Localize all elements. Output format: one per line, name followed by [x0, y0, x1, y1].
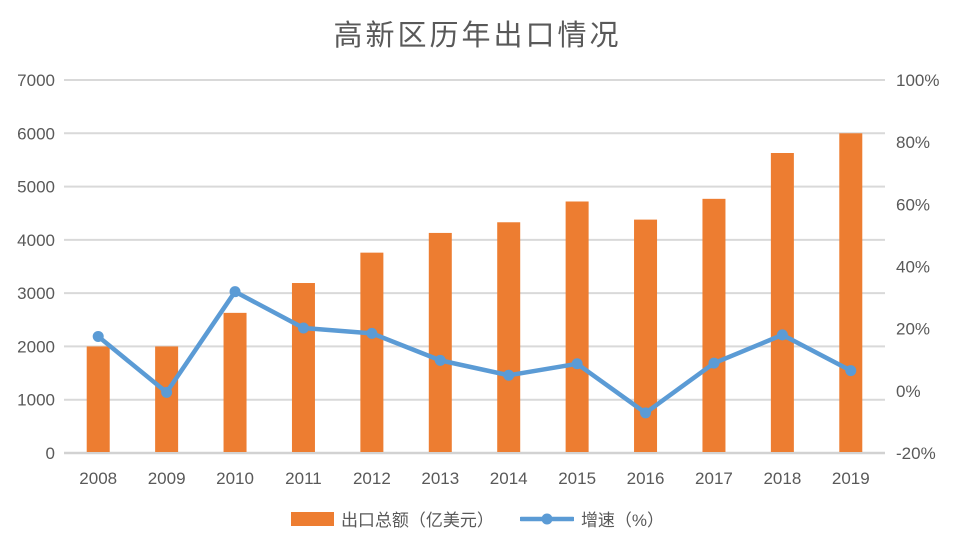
export-bar: [291, 283, 315, 452]
export-bar: [565, 201, 589, 452]
growth-marker: [366, 327, 378, 339]
growth-marker: [776, 329, 788, 341]
x-axis-tick-label: 2008: [79, 469, 117, 488]
export-bar: [497, 222, 521, 452]
right-axis-tick-label: 20%: [896, 320, 930, 339]
export-bar: [428, 232, 452, 452]
right-axis-tick-label: 40%: [896, 258, 930, 277]
right-axis-tick-label: 60%: [896, 195, 930, 214]
growth-marker: [503, 369, 515, 381]
x-axis-tick-label: 2015: [558, 469, 596, 488]
legend-item-growth: 增速（%）: [519, 506, 665, 531]
export-bar: [360, 252, 384, 452]
legend-label-growth: 增速（%）: [580, 511, 665, 530]
legend-line-swatch-icon: [519, 513, 574, 524]
x-axis-tick-label: 2014: [490, 469, 528, 488]
x-axis-tick-label: 2016: [627, 469, 665, 488]
growth-marker: [571, 358, 583, 370]
chart-title: 高新区历年出口情况: [333, 18, 622, 52]
growth-marker: [434, 354, 446, 366]
export-bar: [702, 198, 726, 452]
x-axis-tick-label: 2010: [216, 469, 254, 488]
x-axis-tick-label: 2012: [353, 469, 391, 488]
left-axis-tick-label: 6000: [17, 124, 55, 143]
x-axis-tick-label: 2018: [763, 469, 801, 488]
legend: 出口总额（亿美元） 增速（%）: [0, 506, 955, 531]
export-bar: [155, 346, 179, 452]
export-bar: [634, 219, 658, 452]
left-axis-tick-label: 0: [46, 444, 55, 463]
growth-marker: [708, 357, 720, 369]
x-axis-tick-label: 2011: [285, 469, 322, 488]
export-bar: [839, 133, 863, 453]
left-axis-tick-label: 5000: [17, 178, 55, 197]
x-axis-tick-label: 2017: [695, 469, 733, 488]
export-bar: [223, 312, 247, 452]
growth-marker: [845, 365, 857, 377]
left-axis-tick-label: 1000: [17, 391, 55, 410]
left-axis-tick-label: 7000: [17, 71, 55, 90]
growth-marker: [297, 322, 309, 334]
right-axis-tick-label: 0%: [896, 382, 921, 401]
legend-label-exports: 出口总额（亿美元）: [340, 511, 494, 530]
x-axis-tick-label: 2013: [421, 469, 459, 488]
x-axis-tick-label: 2019: [832, 469, 870, 488]
left-axis-tick-label: 2000: [17, 337, 55, 356]
left-axis-tick-label: 4000: [17, 231, 55, 250]
legend-item-exports: 出口总额（亿美元）: [290, 506, 494, 531]
export-bar: [770, 153, 794, 452]
growth-marker: [92, 330, 104, 342]
right-axis-tick-label: 80%: [896, 133, 930, 152]
growth-marker: [229, 286, 241, 298]
legend-bar-swatch-icon: [290, 511, 334, 526]
growth-line: [95, 289, 854, 416]
right-axis-tick-label: -20%: [896, 444, 936, 463]
right-axis-tick-label: 100%: [896, 71, 939, 90]
x-axis-tick-label: 2009: [148, 469, 186, 488]
left-axis-tick-label: 3000: [17, 284, 55, 303]
growth-marker: [161, 386, 173, 398]
export-bar: [86, 346, 110, 452]
growth-marker: [640, 407, 652, 419]
